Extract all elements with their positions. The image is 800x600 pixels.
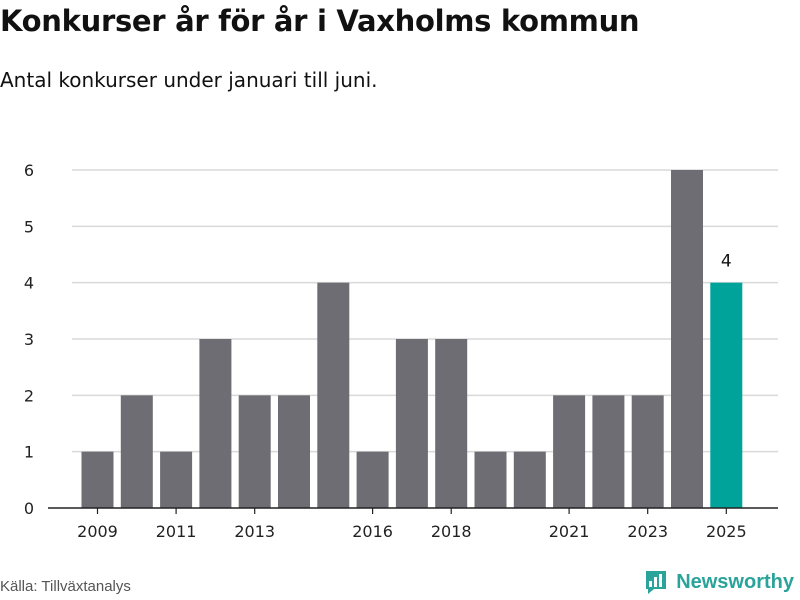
y-tick-label: 5 xyxy=(24,217,34,236)
bar xyxy=(81,451,114,508)
data-label: 4 xyxy=(721,252,732,272)
bar xyxy=(474,451,507,508)
x-tick-label: 2011 xyxy=(156,522,197,541)
bar xyxy=(120,395,153,508)
bar xyxy=(199,339,232,508)
bar xyxy=(631,395,664,508)
y-tick-label: 6 xyxy=(24,161,34,180)
bar xyxy=(553,395,586,508)
bar xyxy=(238,395,271,508)
bar xyxy=(395,339,428,508)
x-tick-label: 2021 xyxy=(549,522,590,541)
bar xyxy=(160,451,193,508)
brand-name: Newsworthy xyxy=(676,570,794,593)
chart-subtitle: Antal konkurser under januari till juni. xyxy=(0,68,378,92)
y-tick-label: 3 xyxy=(24,330,34,349)
newsworthy-logo-icon xyxy=(646,571,667,594)
x-tick-label: 2025 xyxy=(706,522,747,541)
bar xyxy=(435,339,468,508)
bar xyxy=(513,451,546,508)
bar xyxy=(278,395,310,508)
bar xyxy=(356,451,389,508)
chart-title: Konkurser år för år i Vaxholms kommun xyxy=(0,4,640,38)
x-tick-label: 2016 xyxy=(352,522,393,541)
source-note: Källa: Tillväxtanalys xyxy=(0,578,131,595)
brand: Newsworthy xyxy=(644,569,794,595)
x-tick-label: 2013 xyxy=(234,522,275,541)
x-tick-label: 2009 xyxy=(77,522,118,541)
y-tick-label: 0 xyxy=(24,499,34,518)
bar-chart: 0 1 2 3 4 5 6 2009 2011 2013 2016 2018 2021 2023 2025 4 xyxy=(24,161,778,541)
bar xyxy=(671,170,703,508)
y-tick-label: 2 xyxy=(24,386,34,405)
y-tick-label: 1 xyxy=(24,443,34,462)
x-tick-label: 2023 xyxy=(627,522,668,541)
bar xyxy=(710,282,743,508)
bar xyxy=(317,282,350,508)
y-tick-label: 4 xyxy=(24,274,34,293)
x-tick-label: 2018 xyxy=(431,522,472,541)
bar xyxy=(592,395,625,508)
